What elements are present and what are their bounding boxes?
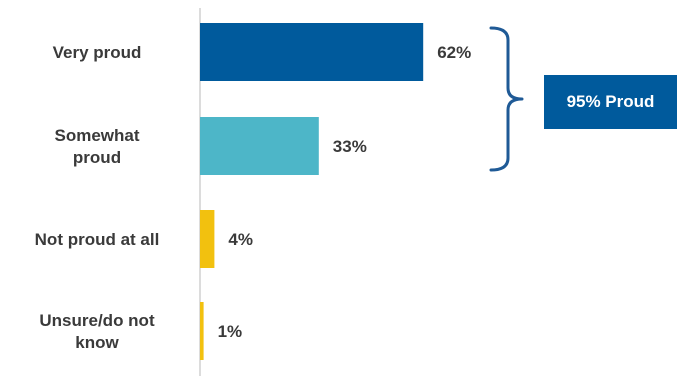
category-label-2: Not proud at all (35, 230, 160, 249)
bar-1 (200, 117, 319, 175)
category-label-3-line-1: know (75, 333, 119, 352)
category-label-0-line-0: Very proud (53, 43, 142, 62)
category-label-0: Very proud (53, 43, 142, 62)
category-labels: Very proud Somewhat proud Not proud at all U… (35, 43, 160, 352)
category-label-1-line-0: Somewhat (54, 126, 139, 145)
value-label-3: 1% (218, 322, 243, 341)
bar-3 (200, 302, 204, 360)
value-label-1: 33% (333, 137, 367, 156)
proud-total-callout: 95% Proud (544, 75, 677, 129)
value-label-2: 4% (228, 230, 253, 249)
proud-total-label: 95% Proud (566, 92, 655, 111)
category-label-2-line-0: Not proud at all (35, 230, 160, 249)
value-labels: 62% 33% 4% 1% (218, 43, 472, 341)
bar-0 (200, 23, 424, 81)
category-label-1-line-1: proud (73, 148, 121, 167)
category-label-1: Somewhat proud (54, 126, 139, 167)
value-label-0: 62% (437, 43, 471, 62)
category-label-3: Unsure/do not know (39, 311, 155, 352)
bar-2 (200, 210, 215, 268)
bars (200, 23, 424, 360)
category-label-3-line-0: Unsure/do not (39, 311, 155, 330)
proud-bracket (489, 26, 524, 172)
